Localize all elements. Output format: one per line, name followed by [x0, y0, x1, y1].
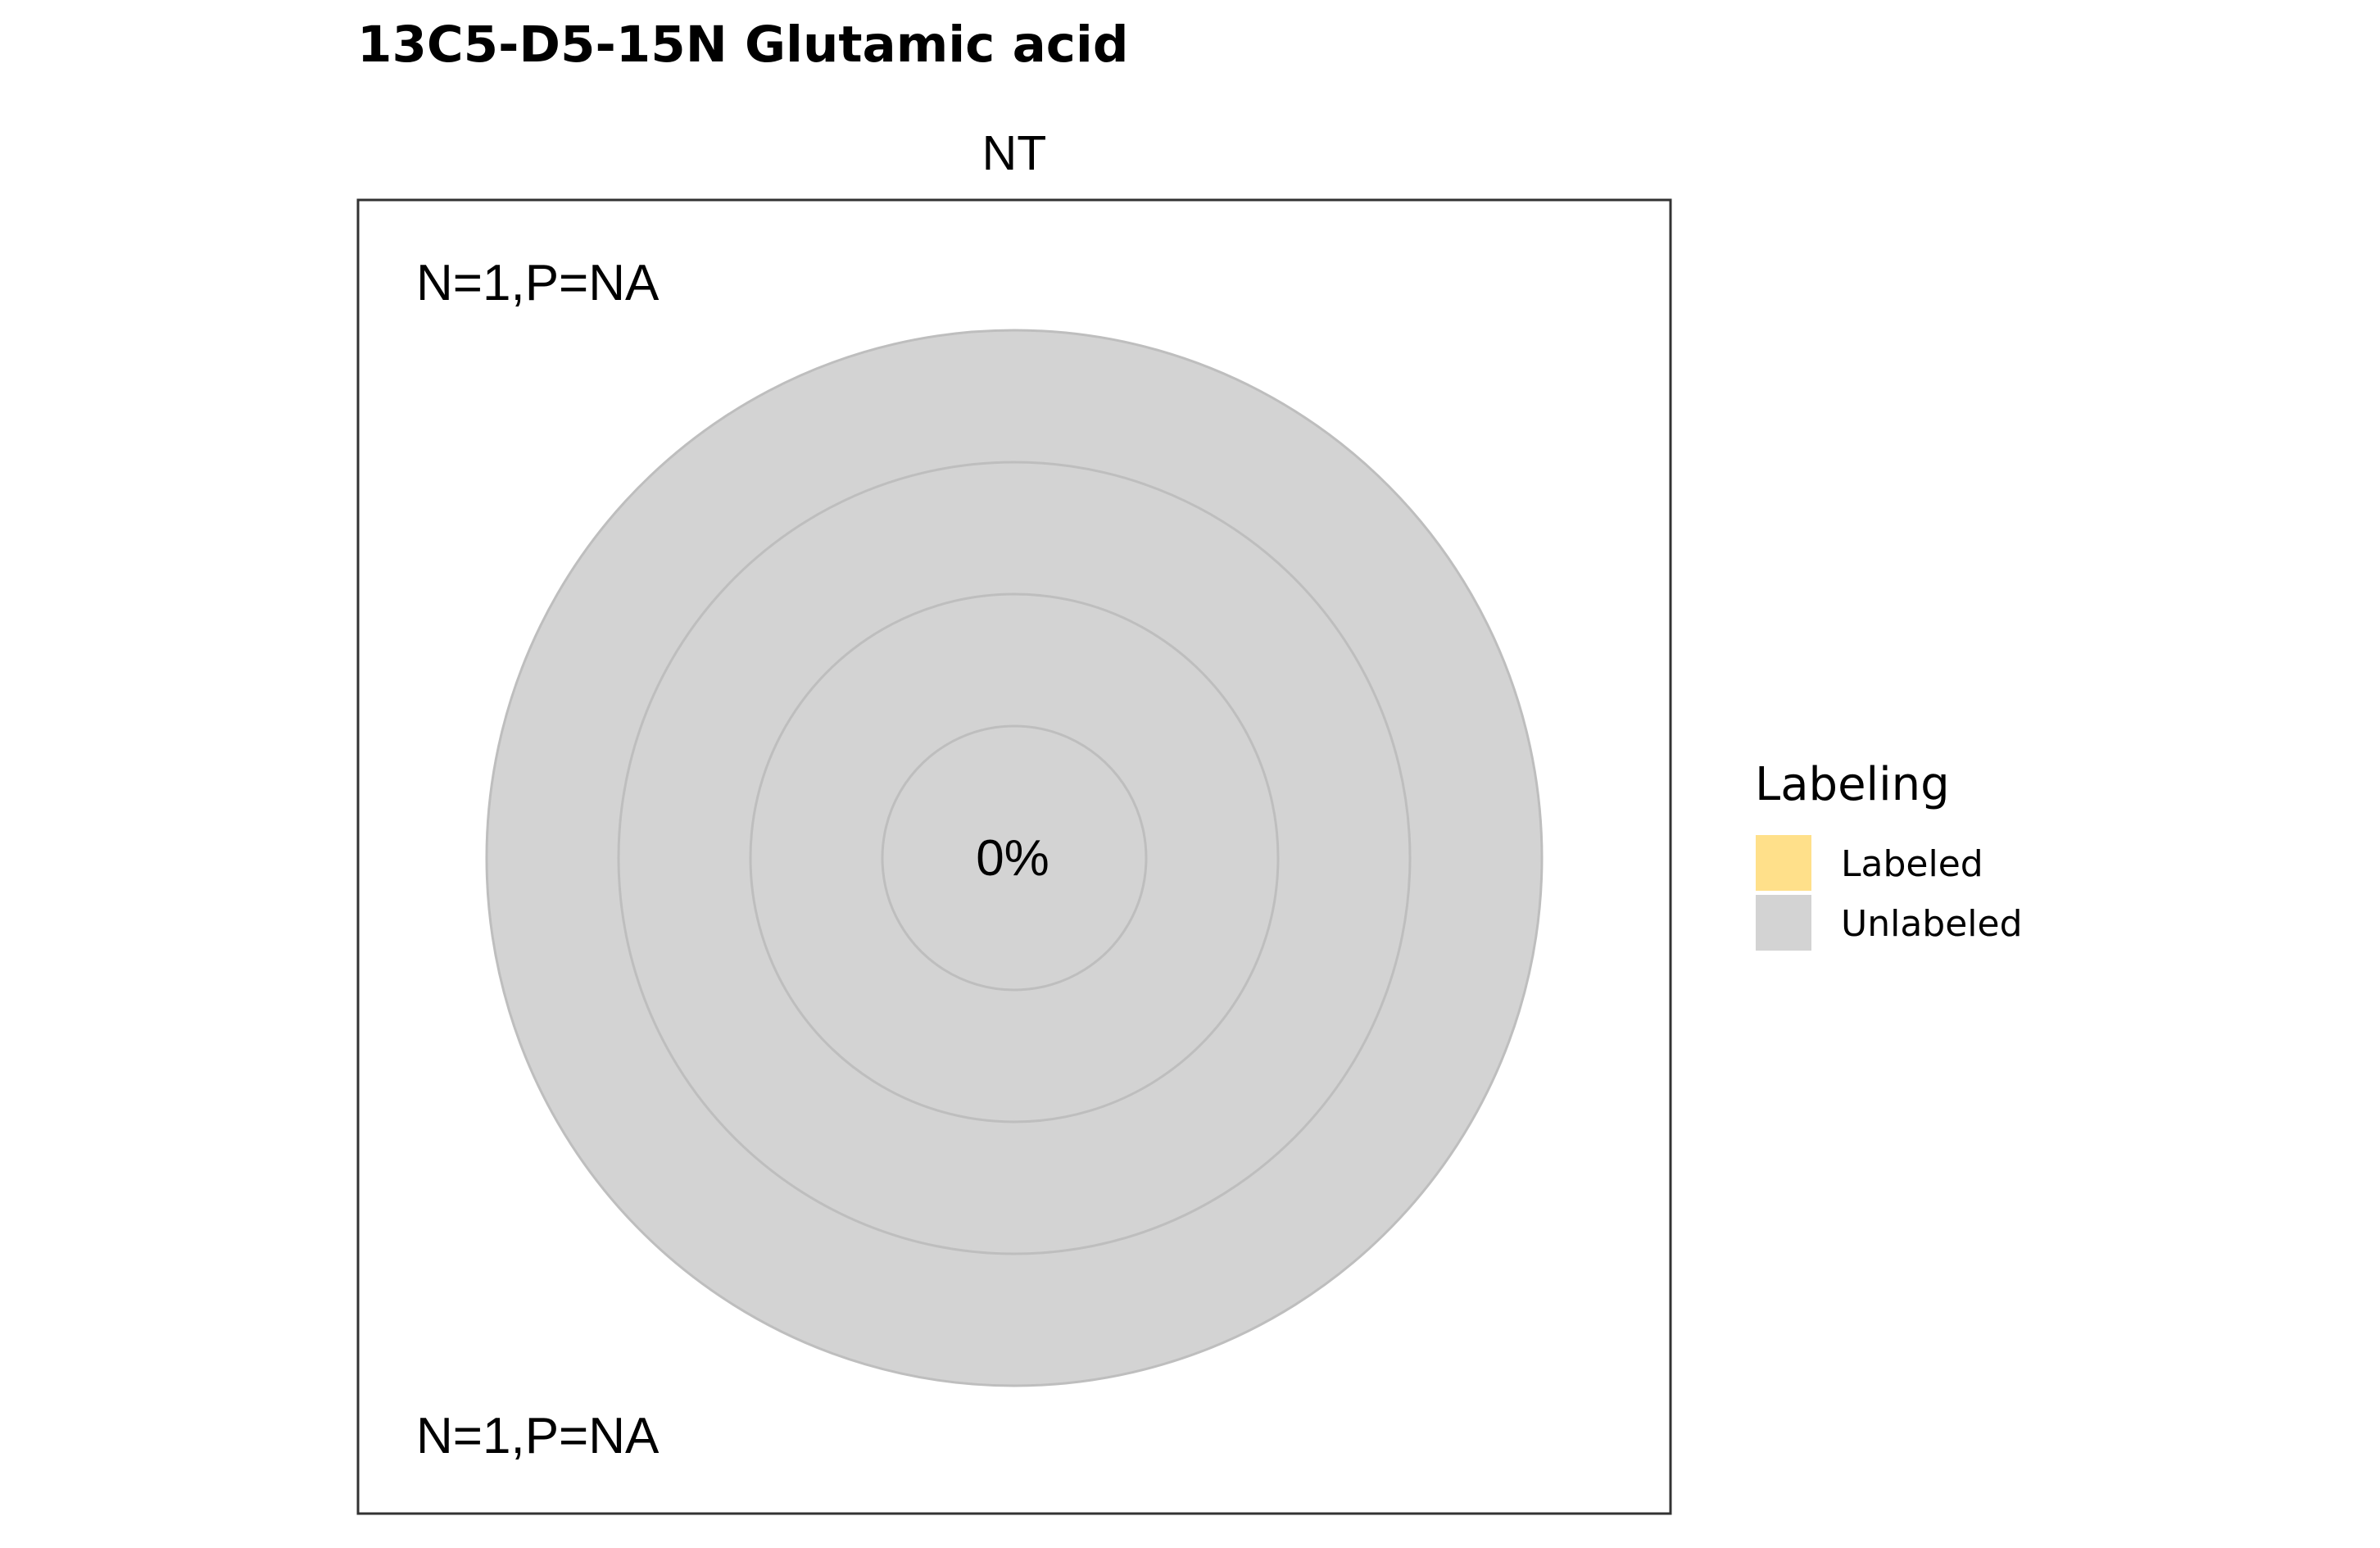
- legend-key-labeled: [1756, 835, 1811, 891]
- annotation-bottom: N=1,P=NA: [416, 1408, 660, 1464]
- center-percent-label: 0%: [976, 830, 1049, 887]
- legend-label-unlabeled: Unlabeled: [1841, 903, 2023, 945]
- legend: Labeling Labeled Unlabeled: [1755, 758, 2023, 951]
- legend-label-labeled: Labeled: [1841, 843, 1983, 885]
- chart-title: 13C5-D5-15N Glutamic acid: [357, 16, 1128, 74]
- facet-strip-label: NT: [982, 126, 1047, 180]
- legend-title: Labeling: [1755, 758, 1950, 811]
- annotation-top: N=1,P=NA: [416, 255, 660, 311]
- legend-key-unlabeled: [1756, 895, 1811, 951]
- rings-group: [485, 329, 1544, 1387]
- ring-1-unlabeled-slice: [881, 724, 1148, 992]
